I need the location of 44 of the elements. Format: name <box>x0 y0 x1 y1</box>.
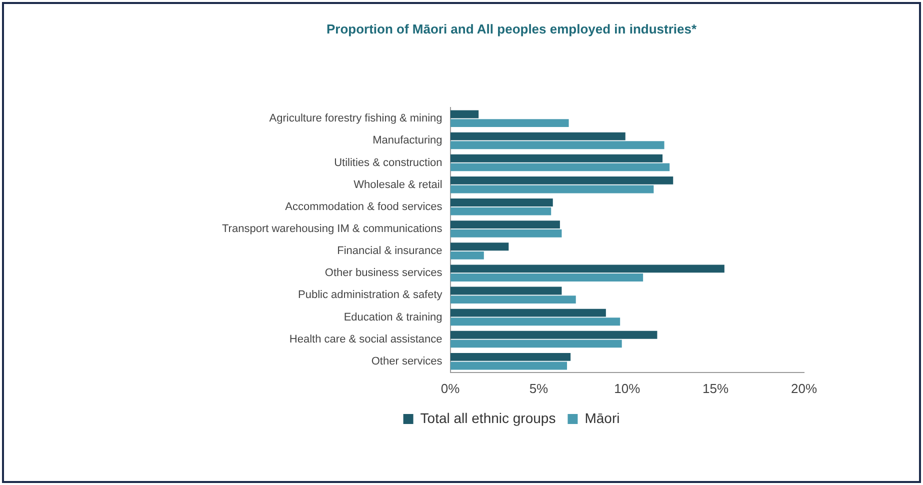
bar <box>450 308 606 317</box>
x-tick-label: 5% <box>529 380 549 396</box>
bar <box>450 264 724 273</box>
bar <box>450 296 576 304</box>
y-tick-label: Other services <box>371 355 443 368</box>
y-tick-label: Manufacturing <box>372 134 442 147</box>
bar <box>450 185 654 194</box>
x-tick-label: 10% <box>614 380 641 396</box>
bar <box>450 207 552 216</box>
legend-label: Māori <box>584 410 620 426</box>
bar <box>450 352 571 361</box>
x-tick-label: 0% <box>440 380 460 396</box>
y-tick-label: Utilities & construction <box>334 156 442 169</box>
bar <box>450 286 562 295</box>
bar <box>450 154 663 162</box>
x-tick-label: 20% <box>790 380 818 396</box>
y-tick-label: Other business services <box>324 267 443 280</box>
legend-label: Total all ethnic groups <box>420 410 556 426</box>
bar <box>450 362 568 370</box>
bar <box>450 110 479 118</box>
y-tick-label: Agriculture forestry fishing & mining <box>269 112 442 125</box>
bar <box>450 251 484 260</box>
x-tick-label: 15% <box>702 380 730 396</box>
y-tick-label: Transport warehousing IM & communications <box>222 223 443 235</box>
bar <box>450 132 626 140</box>
bar <box>450 141 664 150</box>
y-tick-label: Education & training <box>344 311 442 324</box>
bar <box>450 340 622 348</box>
y-tick-label: Accommodation & food services <box>285 200 443 213</box>
bar <box>450 220 560 229</box>
y-tick-label: Health care & social assistance <box>289 333 442 346</box>
bar <box>450 330 658 339</box>
y-tick-label: Wholesale & retail <box>354 178 442 191</box>
bar <box>450 119 569 128</box>
bar <box>450 163 670 172</box>
bar <box>450 242 509 251</box>
y-tick-label: Public administration & safety <box>298 289 443 302</box>
y-tick-label: Financial & insurance <box>337 245 442 258</box>
bar <box>450 229 562 238</box>
chart-title: Proportion of Māori and All peoples employed in industries* <box>326 21 698 36</box>
bar <box>450 274 644 282</box>
bar <box>450 318 620 326</box>
bar <box>450 176 674 184</box>
bar <box>450 198 553 206</box>
